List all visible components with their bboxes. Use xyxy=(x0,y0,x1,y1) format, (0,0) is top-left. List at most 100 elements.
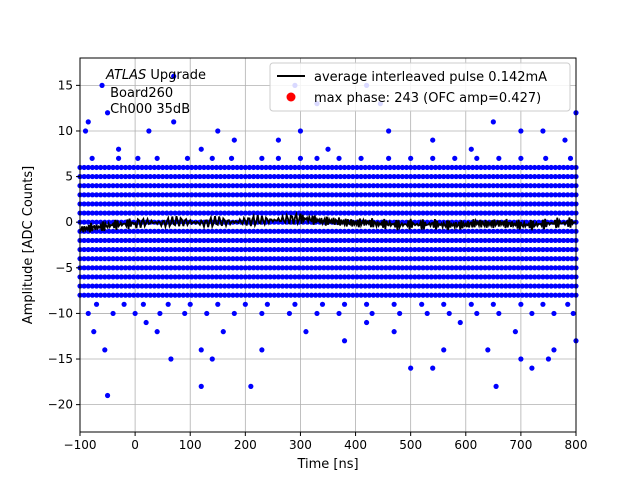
scatter-point xyxy=(300,173,306,180)
scatter-point xyxy=(238,265,244,271)
scatter-point xyxy=(569,283,575,289)
scatter-point xyxy=(515,274,521,280)
scatter-point xyxy=(102,192,108,198)
scatter-point xyxy=(110,210,116,216)
scatter-point xyxy=(556,173,563,180)
scatter-point xyxy=(168,201,174,207)
scatter-point xyxy=(180,274,186,280)
scatter-point xyxy=(329,173,335,180)
scatter-point xyxy=(226,228,232,234)
scatter-point xyxy=(478,237,484,244)
scatter-point xyxy=(197,265,203,271)
scatter-point xyxy=(503,274,509,280)
scatter-point xyxy=(151,274,157,280)
scatter-point xyxy=(308,201,315,207)
scatter-point xyxy=(470,246,476,253)
scatter-point xyxy=(147,228,153,234)
scatter-point xyxy=(424,265,430,271)
scatter-point xyxy=(556,283,563,289)
scatter-point xyxy=(226,265,232,271)
scatter-point xyxy=(127,256,133,262)
scatter-point xyxy=(412,283,418,289)
scatter-point xyxy=(184,155,191,161)
scatter-point xyxy=(375,292,381,298)
scatter-point xyxy=(93,173,100,180)
scatter-point xyxy=(548,173,554,180)
scatter-point xyxy=(453,274,459,280)
scatter-point xyxy=(556,192,563,198)
scatter-point xyxy=(246,201,253,207)
scatter-point xyxy=(569,192,575,198)
scatter-point xyxy=(308,237,315,244)
scatter-point xyxy=(565,292,571,298)
scatter-point xyxy=(556,164,563,171)
scatter-point xyxy=(561,228,567,234)
scatter-point xyxy=(494,173,501,180)
scatter-point xyxy=(552,192,558,198)
scatter-point xyxy=(143,192,149,198)
scatter-point xyxy=(246,192,253,198)
scatter-point xyxy=(296,192,302,198)
scatter-point xyxy=(317,292,323,298)
scatter-point xyxy=(465,173,472,180)
scatter-point xyxy=(511,173,517,180)
scatter-point xyxy=(267,192,273,198)
scatter-point xyxy=(217,228,224,234)
scatter-point xyxy=(403,183,410,189)
scatter-point xyxy=(403,256,410,262)
scatter-point xyxy=(284,274,290,280)
scatter-point xyxy=(201,265,207,271)
scatter-point xyxy=(494,228,501,234)
scatter-point xyxy=(337,283,343,289)
scatter-point xyxy=(102,347,108,353)
scatter-point xyxy=(226,246,232,253)
scatter-point xyxy=(308,192,315,198)
scatter-point xyxy=(313,201,319,207)
scatter-point xyxy=(246,210,253,216)
scatter-point xyxy=(527,274,534,280)
scatter-point xyxy=(470,237,476,244)
scatter-point xyxy=(288,237,294,244)
scatter-point xyxy=(329,256,335,262)
y-tick-label: −5 xyxy=(55,261,73,275)
scatter-point xyxy=(511,192,517,198)
scatter-point xyxy=(155,237,162,244)
scatter-point xyxy=(271,265,277,271)
scatter-point xyxy=(160,173,166,180)
scatter-point xyxy=(341,246,348,253)
scatter-point xyxy=(391,292,397,298)
scatter-point xyxy=(482,164,488,171)
scatter-point xyxy=(172,192,178,198)
scatter-point xyxy=(341,292,348,298)
scatter-point xyxy=(217,237,224,244)
scatter-point xyxy=(412,201,418,207)
scatter-point xyxy=(127,210,133,216)
scatter-point xyxy=(275,155,281,161)
scatter-point xyxy=(165,301,171,307)
scatter-point xyxy=(246,274,253,280)
scatter-point xyxy=(441,192,447,198)
scatter-point xyxy=(527,192,534,198)
scatter-point xyxy=(532,237,538,244)
annotation-line-2: Board260 xyxy=(106,86,173,101)
scatter-point xyxy=(519,246,525,253)
scatter-point xyxy=(85,237,91,244)
scatter-point xyxy=(336,155,342,161)
scatter-point xyxy=(292,192,298,198)
scatter-point xyxy=(135,173,141,180)
scatter-point xyxy=(308,173,315,180)
scatter-point xyxy=(391,201,397,207)
scatter-point xyxy=(482,192,488,198)
scatter-point xyxy=(106,274,112,280)
scatter-point xyxy=(507,201,513,207)
scatter-point xyxy=(445,292,451,298)
scatter-point xyxy=(548,274,554,280)
scatter-point xyxy=(164,228,170,234)
y-tick-label: 0 xyxy=(65,215,73,229)
scatter-point xyxy=(172,210,178,216)
scatter-point xyxy=(523,283,530,289)
scatter-point xyxy=(308,228,315,234)
scatter-point xyxy=(457,283,463,289)
scatter-point xyxy=(482,283,488,289)
